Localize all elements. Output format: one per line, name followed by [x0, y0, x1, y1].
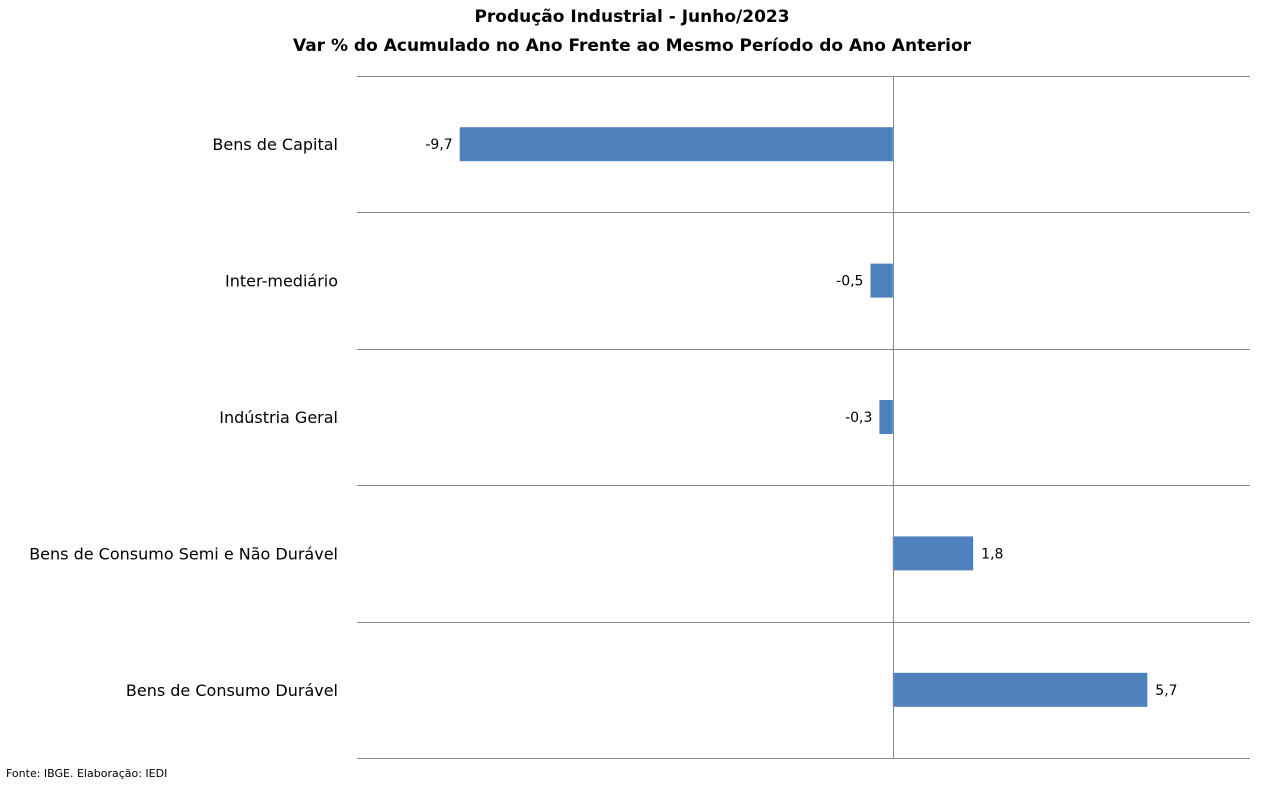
category-label: Bens de Consumo Semi e Não Durável — [29, 544, 338, 563]
bar — [870, 263, 893, 298]
chart-title: Produção Industrial - Junho/2023 — [474, 7, 790, 27]
source-note: Fonte: IBGE. Elaboração: IEDI — [6, 767, 168, 780]
data-label: 5,7 — [1155, 683, 1177, 699]
category-label: Indústria Geral — [219, 408, 338, 427]
category-label: Bens de Consumo Durável — [126, 681, 338, 700]
data-label: -0,3 — [845, 410, 872, 426]
category-label: Bens de Capital — [212, 135, 338, 154]
bar — [892, 536, 974, 571]
data-label: -0,5 — [836, 274, 863, 290]
data-label: -9,7 — [425, 137, 452, 153]
bar — [879, 400, 893, 434]
bar — [892, 672, 1148, 707]
bar — [459, 127, 893, 162]
chart-subtitle: Var % do Acumulado no Ano Frente ao Mesm… — [292, 36, 972, 56]
category-label: Inter-mediário — [225, 272, 338, 291]
data-label: 1,8 — [981, 546, 1003, 562]
